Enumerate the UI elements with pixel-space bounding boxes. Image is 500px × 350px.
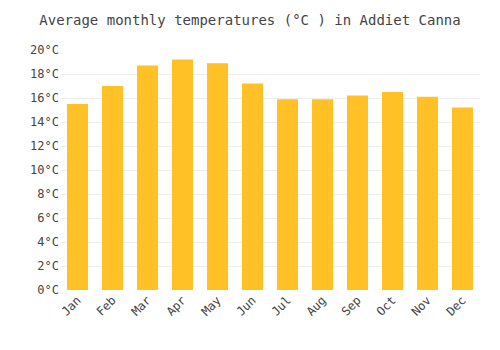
svg-text:Sep: Sep	[339, 293, 364, 318]
svg-text:8°C: 8°C	[37, 187, 59, 201]
svg-text:Jun: Jun	[234, 293, 259, 318]
svg-text:Dec: Dec	[444, 293, 469, 318]
svg-text:Average monthly temperatures (: Average monthly temperatures (°C ) in Ad…	[39, 12, 460, 28]
svg-text:Apr: Apr	[164, 293, 189, 318]
svg-text:12°C: 12°C	[30, 139, 59, 153]
svg-text:Oct: Oct	[374, 293, 399, 318]
svg-text:Feb: Feb	[94, 293, 119, 318]
svg-text:2°C: 2°C	[37, 259, 59, 273]
svg-text:Mar: Mar	[129, 293, 154, 318]
svg-text:4°C: 4°C	[37, 235, 59, 249]
svg-text:0°C: 0°C	[37, 283, 59, 297]
svg-text:20°C: 20°C	[30, 43, 59, 57]
svg-text:May: May	[199, 293, 224, 318]
svg-text:16°C: 16°C	[30, 91, 59, 105]
svg-text:Jan: Jan	[59, 293, 84, 318]
svg-text:10°C: 10°C	[30, 163, 59, 177]
svg-text:Aug: Aug	[304, 293, 329, 318]
svg-text:6°C: 6°C	[37, 211, 59, 225]
svg-text:18°C: 18°C	[30, 67, 59, 81]
svg-text:Nov: Nov	[409, 293, 434, 318]
svg-text:14°C: 14°C	[30, 115, 59, 129]
svg-text:Jul: Jul	[269, 293, 294, 318]
